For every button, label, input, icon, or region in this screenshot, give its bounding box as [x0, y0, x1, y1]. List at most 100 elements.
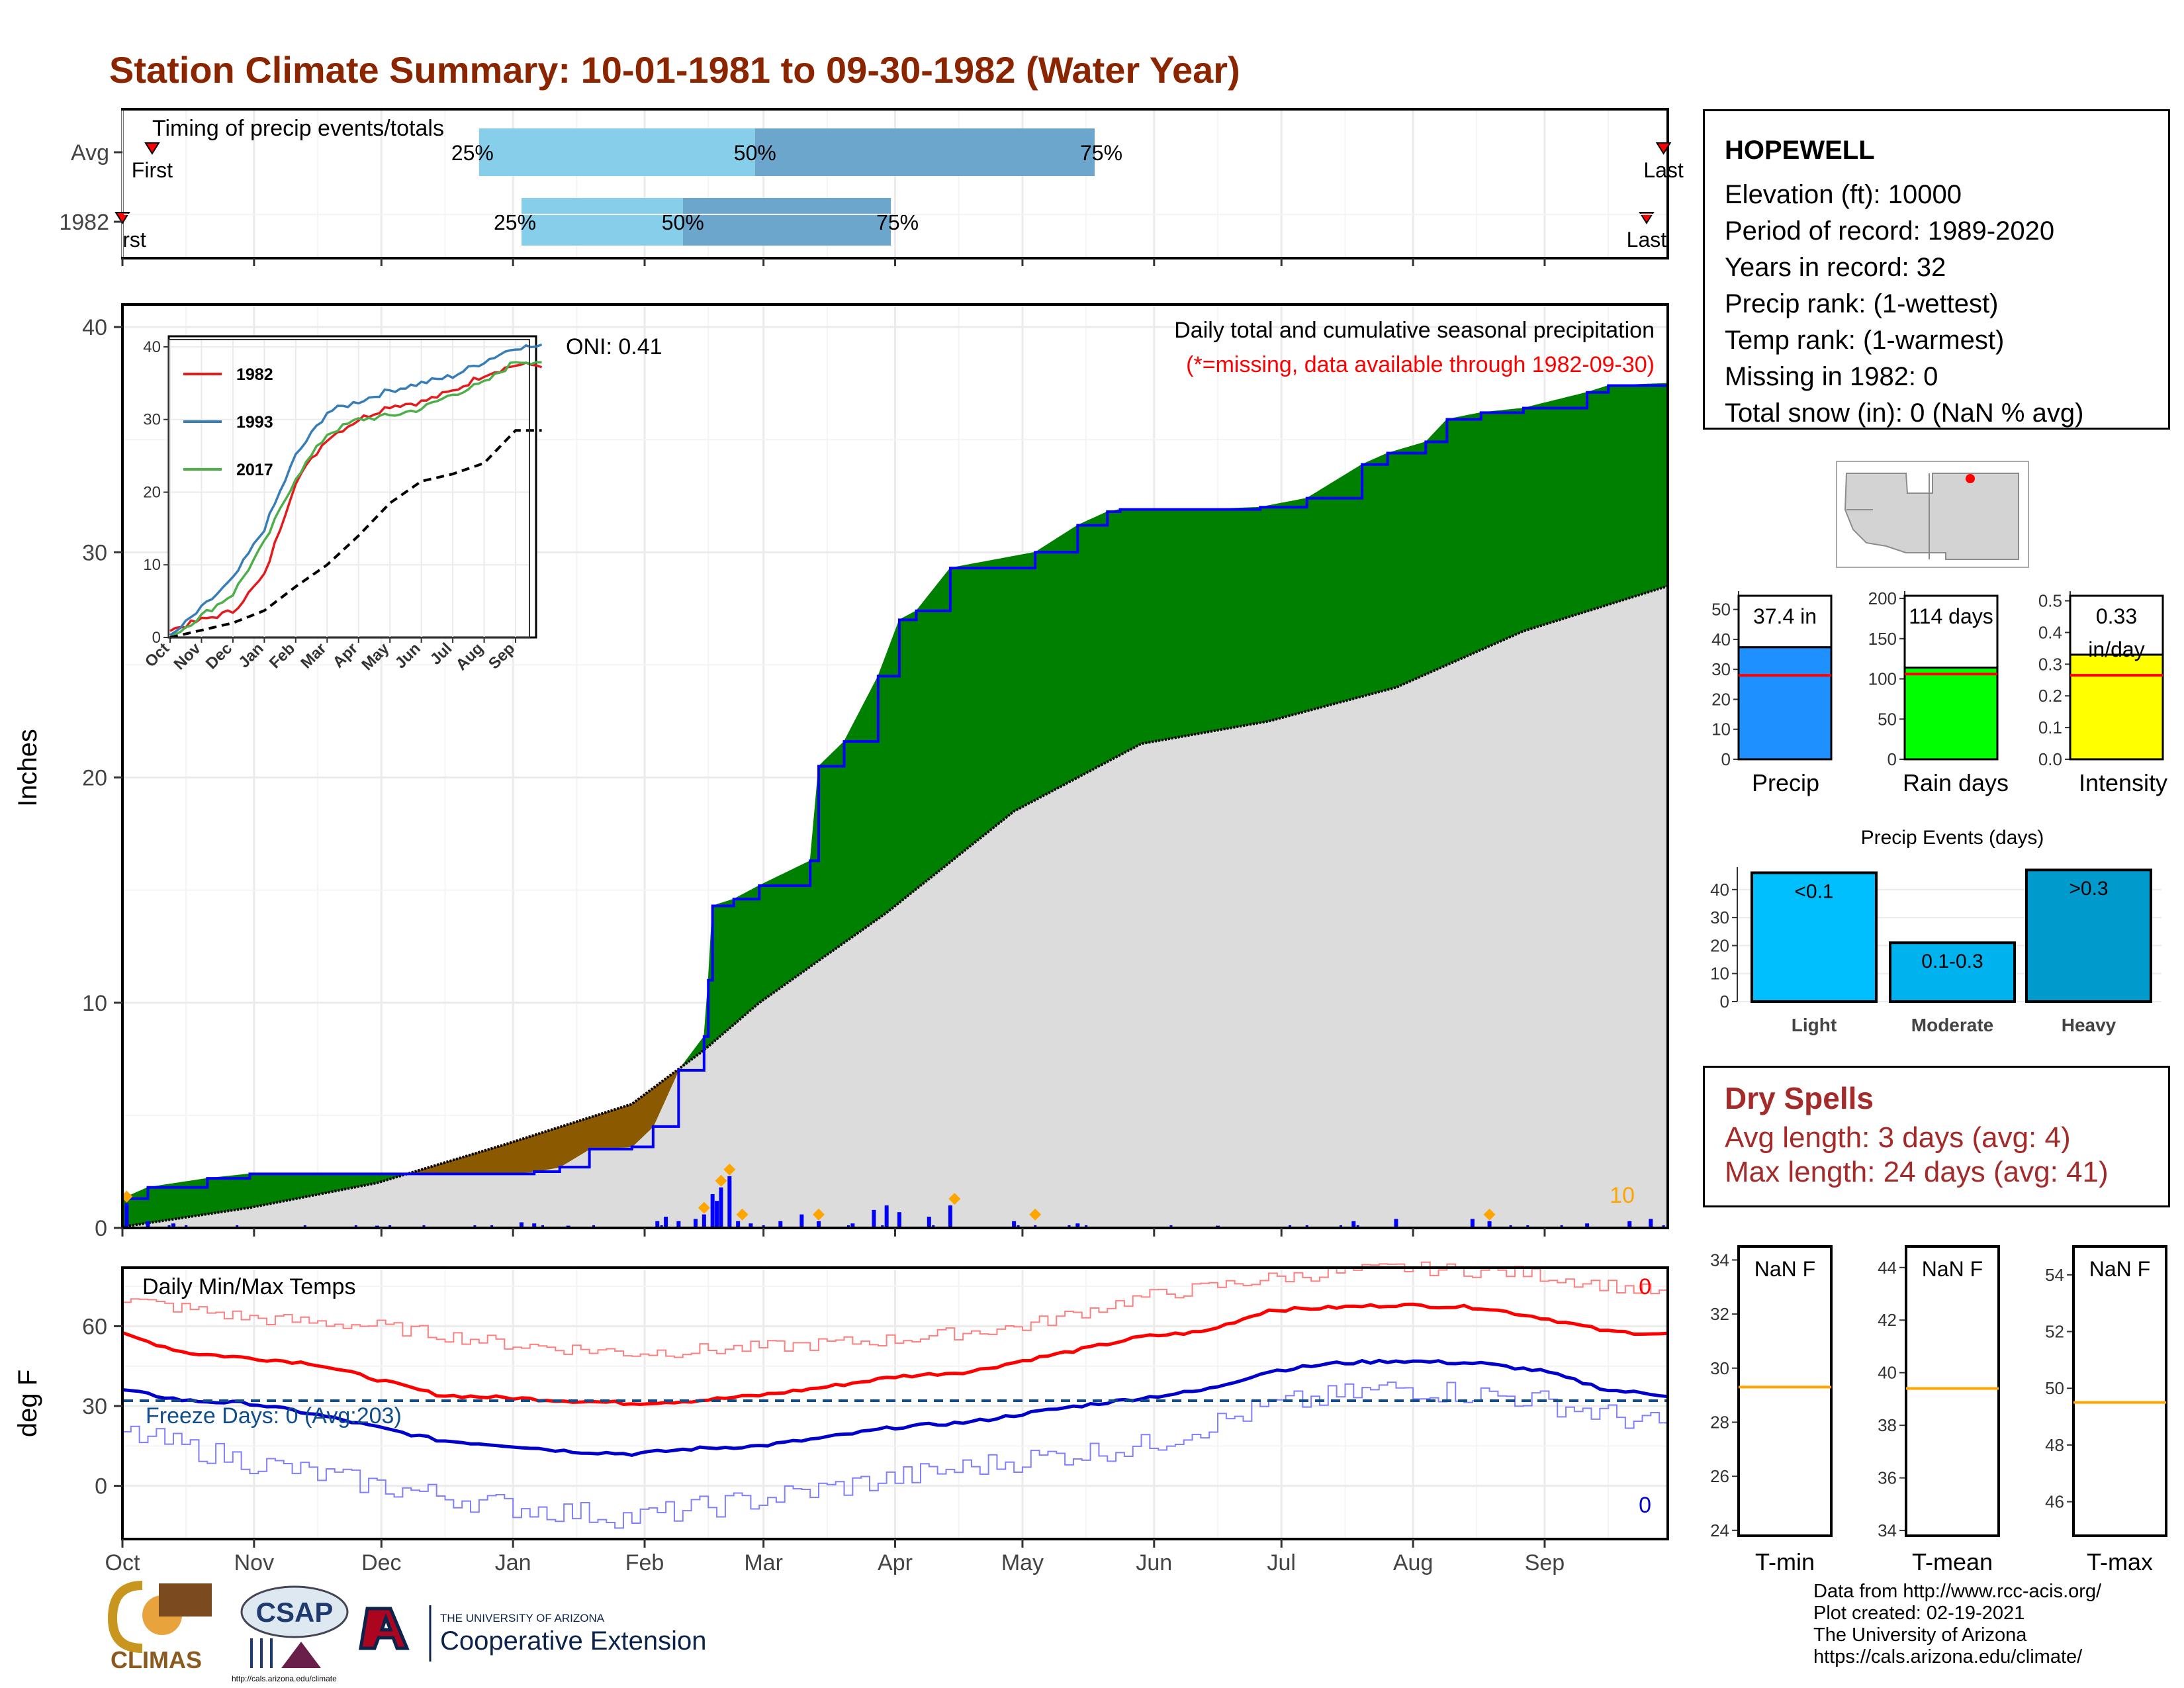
heavy-precip-marker-2	[715, 1174, 727, 1187]
summary-0-y-label-0: 0	[1721, 749, 1731, 769]
ua-logo-mark	[359, 1607, 410, 1650]
inset-y-label-30: 30	[143, 411, 161, 429]
daily-precip-bar-28	[1075, 1223, 1080, 1228]
summary-0-value-label-0: 37.4 in	[1753, 604, 1817, 628]
corner-count: 10	[1610, 1183, 1635, 1208]
temp-summary-label-0: T-min	[1755, 1548, 1815, 1575]
daily-precip-bar-26	[948, 1205, 952, 1228]
temp-summary-2-tick-label-0: 46	[2045, 1492, 2064, 1512]
summary-2-value-label-0: 0.33	[2096, 604, 2137, 628]
daily-precip-bar-9	[676, 1221, 681, 1228]
climas-logo: CLIMAS	[107, 1581, 212, 1673]
summary-2-y-label-1: 0.1	[2038, 718, 2062, 737]
precip-y-label: Inches	[13, 729, 42, 807]
temp-summary-2-tick-label-2: 50	[2045, 1378, 2064, 1398]
daily-precip-bar-12	[710, 1194, 715, 1228]
timing-first-label-1: rst	[122, 228, 146, 252]
summary-1-y-label-4: 200	[1868, 588, 1897, 608]
temp-panel: 0 30 60 Oct Nov Dec Jan Feb Mar Apr May Jun Jul Aug S…	[13, 1261, 1669, 1575]
csap-logo-url: http://cals.arizona.edu/climate	[232, 1674, 337, 1683]
temp-y-tick-label-0: 0	[95, 1474, 107, 1499]
temp-line-record-min	[122, 1382, 1668, 1529]
temp-y-axis: 0 30 60	[82, 1314, 122, 1499]
footer-line-2: Plot created: 02-19-2021	[1813, 1603, 2025, 1624]
heavy-precip-marker-1	[698, 1201, 710, 1214]
summary-2-y-label-0: 0.0	[2038, 749, 2062, 769]
daily-precip-bar-4	[519, 1222, 523, 1228]
inset-legend-label-1982: 1982	[236, 365, 273, 384]
timing-p25-label-0: 25%	[451, 141, 494, 165]
footer-line-4: https://cals.arizona.edu/climate/	[1813, 1646, 2083, 1667]
daily-precip-bar-11	[702, 1214, 706, 1228]
state-map	[1836, 461, 2029, 568]
temp-summary-1-tick-label-5: 44	[1878, 1258, 1897, 1278]
temp-summary-2-tick-label-4: 54	[2045, 1265, 2064, 1285]
summary-2-y-label-5: 0.5	[2038, 591, 2062, 611]
summary-0-y-label-4: 40	[1711, 630, 1731, 649]
summary-0-y-label-3: 30	[1711, 659, 1731, 679]
inset-frame	[168, 339, 530, 638]
temp-summary-1-tick-label-4: 42	[1878, 1310, 1897, 1330]
station-temp-rank: Temp rank: (1-warmest)	[1725, 326, 2005, 355]
summary-0-y-label-5: 50	[1711, 600, 1731, 620]
events-bar-label-1: 0.1-0.3	[1921, 951, 1983, 972]
station-location-marker	[1966, 474, 1975, 483]
heavy-precip-marker-5	[813, 1208, 825, 1221]
summary-1-headroom	[1903, 594, 1999, 669]
month-x-label-Nov: Nov	[234, 1550, 274, 1575]
inset-line-1982	[169, 361, 543, 632]
precip-events-chart: Precip Events (days) 0 10 20 30 40 <0.1 Light 0.…	[1710, 827, 2161, 1035]
month-x-label-Oct: Oct	[105, 1550, 140, 1575]
max-count: 0	[1639, 1274, 1651, 1299]
temp-summary-charts: 24 26 28 30 32 34 NaN F T-min 34 36 38 40 42 44 NaN F T…	[1710, 1245, 2167, 1575]
summary-1-bar	[1903, 667, 1999, 761]
daily-precip-bar-32	[1470, 1219, 1475, 1228]
daily-precip-bar-10	[694, 1219, 698, 1228]
events-bar-label-2: >0.3	[2069, 878, 2108, 900]
station-years: Years in record: 32	[1725, 253, 1946, 282]
timing-bar-q1-0	[478, 128, 755, 176]
summary-0-y-label-2: 20	[1711, 689, 1731, 709]
precip-areas	[122, 383, 1669, 1229]
events-bar-label-0: <0.1	[1794, 880, 1833, 902]
temp-summary-1-tick-label-2: 38	[1878, 1415, 1897, 1435]
daily-precip-bar-24	[897, 1212, 901, 1228]
inset-line-1993	[169, 343, 543, 636]
temp-gridlines	[121, 1269, 1666, 1538]
summary-2-value-label-1: in/day	[2088, 637, 2144, 661]
footer-line-1: Data from http://www.rcc-acis.org/	[1813, 1581, 2102, 1602]
temp-summary-1-tick-label-1: 36	[1878, 1468, 1897, 1488]
summary-1-y-label-1: 50	[1878, 709, 1897, 729]
temp-summary-0-tick-label-5: 34	[1710, 1250, 1729, 1270]
precip-y-axis: 0 10 20 30 40	[82, 315, 1546, 1241]
daily-precip-bar-8	[664, 1216, 668, 1228]
daily-precip-bar-7	[655, 1221, 660, 1228]
timing-label: Timing of precip events/totals	[152, 116, 444, 141]
dry-spells-avg: Avg length: 3 days (avg: 4)	[1725, 1121, 2071, 1154]
summary-1-y-label-2: 100	[1868, 669, 1897, 689]
inset-y-label-40: 40	[143, 338, 161, 356]
csap-logo: CSAP http://cals.arizona.edu/climate	[232, 1585, 349, 1683]
temp-y-label: deg F	[13, 1370, 42, 1437]
temp-summary-box-1	[1905, 1245, 2000, 1537]
inset-line-2017	[169, 361, 542, 639]
month-x-label-Aug: Aug	[1393, 1550, 1433, 1575]
summary-2-y-label-3: 0.3	[2038, 654, 2062, 674]
station-missing: Missing in 1982: 0	[1725, 362, 1938, 391]
freeze-days-label: Freeze Days: 0 (Avg:203)	[146, 1403, 402, 1429]
daily-precip-bar-1	[146, 1221, 150, 1228]
temp-y-tick-label-60: 60	[82, 1314, 107, 1339]
events-category-2: Heavy	[2062, 1015, 2116, 1035]
timing-bar-q2-0	[754, 128, 1095, 176]
station-name: HOPEWELL	[1725, 136, 1875, 165]
daily-precip-bar-22	[872, 1209, 876, 1228]
daily-precip-bar-31	[1394, 1219, 1398, 1228]
timing-first-marker-0	[144, 142, 160, 155]
timing-bar-q2-1	[682, 198, 891, 246]
csap-logo-rain	[250, 1638, 273, 1668]
summary-0-headroom	[1737, 594, 1833, 649]
inset-y-label-0: 0	[152, 629, 161, 647]
temp-summary-value-1: NaN F	[1922, 1257, 1983, 1281]
